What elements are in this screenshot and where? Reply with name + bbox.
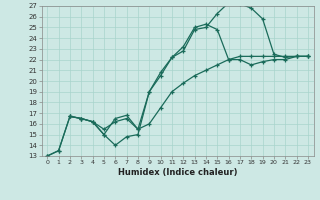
X-axis label: Humidex (Indice chaleur): Humidex (Indice chaleur) <box>118 168 237 177</box>
